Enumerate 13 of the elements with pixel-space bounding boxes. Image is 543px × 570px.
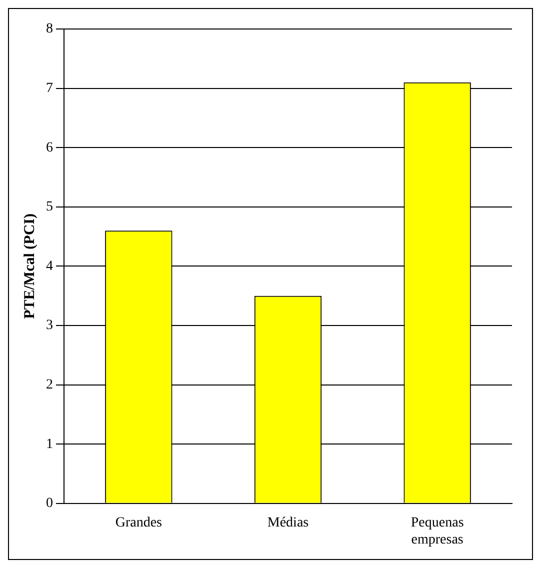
y-tick-label: 3 bbox=[46, 318, 53, 334]
x-tick-label: Pequenas empresas bbox=[410, 515, 464, 548]
y-tick-label: 0 bbox=[46, 496, 53, 512]
y-axis-title: PTE/Mcal (PCI) bbox=[22, 213, 38, 319]
y-tick-label: 2 bbox=[46, 377, 53, 392]
y-tick-label: 8 bbox=[46, 22, 53, 37]
x-tick-label: Grandes bbox=[115, 515, 162, 530]
y-tick-label: 5 bbox=[46, 200, 53, 215]
y-tick-label: 4 bbox=[46, 258, 53, 274]
x-tick-label: Médias bbox=[267, 515, 309, 530]
y-tick-label: 7 bbox=[46, 80, 53, 96]
y-tick-label: 1 bbox=[46, 436, 53, 452]
y-tick-label: 6 bbox=[46, 140, 53, 156]
